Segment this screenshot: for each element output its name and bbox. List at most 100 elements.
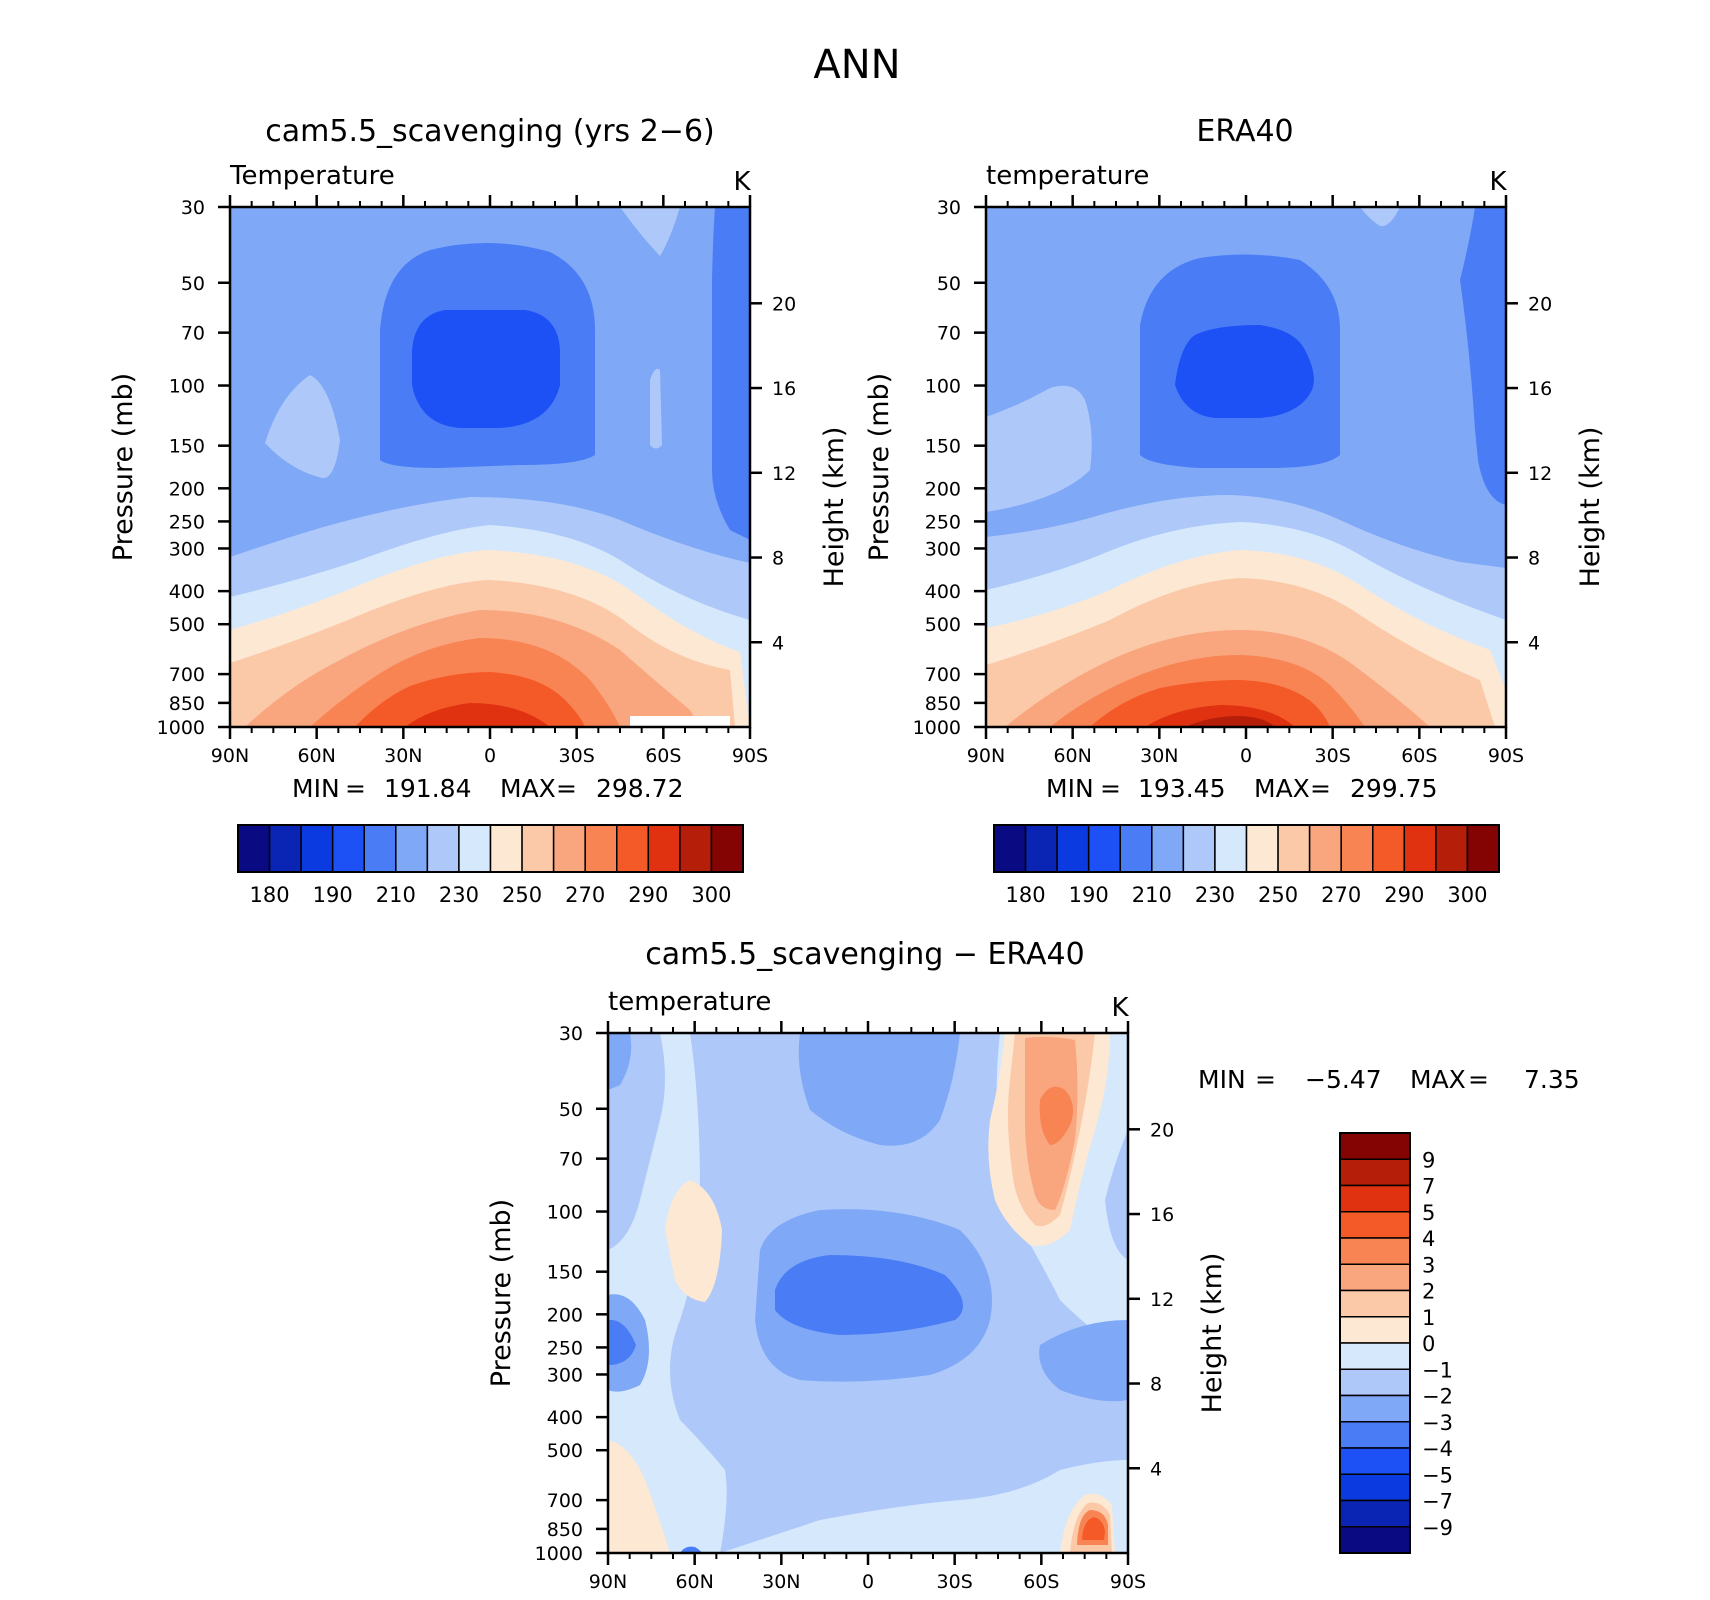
panel-difference-title: cam5.5_scavenging − ERA40 — [645, 937, 1084, 972]
stat-max-label: MAX — [1410, 1065, 1466, 1094]
stat-min-value: 193.45 — [1138, 774, 1225, 803]
contour-fill-band — [1039, 1320, 1128, 1402]
x-tick-label: 60N — [1053, 745, 1091, 767]
y-tick-label: 200 — [925, 478, 961, 500]
stat-max-eq: = — [1468, 1065, 1489, 1094]
panel-reference-axes: 90N 60N 30N 0 30S 60S 90S 30 50 70 100 150 200 250 300… — [864, 195, 1606, 767]
colorbar-swatch — [1339, 1237, 1411, 1265]
y-right-tick-label: 16 — [1150, 1204, 1174, 1226]
stat-max-value: 298.72 — [596, 774, 683, 803]
colorbar-frame — [1339, 1132, 1411, 1554]
y-right-tick-label: 4 — [1150, 1458, 1162, 1480]
contour-fill-band — [620, 207, 680, 256]
y-tick-label: 1000 — [913, 717, 961, 739]
panel-difference-contours — [608, 1033, 1128, 1553]
colorbar-swatch — [1024, 824, 1058, 873]
colorbar-swatch — [1339, 1342, 1411, 1370]
colorbar-label: 190 — [313, 883, 353, 907]
y-tick-label: 100 — [925, 376, 961, 398]
y-right-tick-label: 8 — [1150, 1374, 1162, 1396]
colorbar-swatch — [1339, 1447, 1411, 1475]
contour-fill-band — [608, 1033, 632, 1090]
stat-max-label: MAX — [1254, 774, 1310, 803]
x-tick-label: 60N — [297, 745, 335, 767]
colorbar-swatch — [552, 824, 586, 873]
colorbar-frame — [993, 824, 1500, 873]
colorbar-label: 300 — [1447, 883, 1487, 907]
y-right-axis-title: Height (km) — [819, 427, 850, 588]
y-tick-label: 400 — [547, 1407, 583, 1429]
x-tick-label: 60N — [675, 1571, 713, 1593]
y-tick-label: 30 — [937, 197, 961, 219]
x-tick-label: 0 — [862, 1571, 874, 1593]
y-tick-label: 300 — [925, 538, 961, 560]
y-tick-label: 70 — [937, 323, 961, 345]
colorbar-swatch — [584, 824, 618, 873]
colorbar-swatch — [237, 824, 271, 873]
panel-reference-colorbar: 180 190 210 230 250 270 290 300 — [993, 824, 1500, 907]
stat-min-label: MIN — [1046, 774, 1094, 803]
colorbar-swatch — [993, 824, 1027, 873]
y-right-tick-label: 12 — [1150, 1289, 1174, 1311]
x-tick-label: 30N — [384, 745, 422, 767]
colorbar-swatch — [1277, 824, 1311, 873]
colorbar-swatch — [1087, 824, 1121, 873]
contour-fill-band — [1082, 1517, 1105, 1540]
contour-fill-band — [1360, 207, 1400, 227]
y-right-tick-label: 20 — [1150, 1119, 1174, 1141]
colorbar-label: −2 — [1422, 1385, 1453, 1409]
y-tick-label: 200 — [169, 478, 205, 500]
contour-fill-band — [665, 1180, 722, 1302]
contour-fill-band — [265, 375, 340, 479]
colorbar-swatch — [1339, 1132, 1411, 1160]
colorbar-label: 0 — [1422, 1332, 1435, 1356]
colorbar-label: 190 — [1069, 883, 1109, 907]
y-right-tick-label: 16 — [1528, 378, 1552, 400]
colorbar-label: 3 — [1422, 1253, 1435, 1277]
colorbar-swatch — [1339, 1421, 1411, 1449]
contour-fill-band — [720, 1460, 1128, 1553]
stat-min-value: −5.47 — [1305, 1065, 1382, 1094]
colorbar-swatch — [679, 824, 713, 873]
y-tick-label: 100 — [547, 1202, 583, 1224]
y-right-tick-label: 4 — [772, 632, 784, 654]
y-tick-label: 250 — [547, 1337, 583, 1359]
colorbar-swatch — [1339, 1473, 1411, 1502]
y-tick-label: 300 — [547, 1364, 583, 1386]
y-right-tick-label: 20 — [1528, 293, 1552, 315]
colorbar-swatch — [710, 824, 744, 873]
y-tick-label: 400 — [925, 581, 961, 603]
colorbar-label: 7 — [1422, 1175, 1435, 1199]
x-tick-label: 60S — [1023, 1571, 1059, 1593]
contour-fill-band — [412, 310, 560, 428]
y-tick-label: 300 — [169, 538, 205, 560]
x-tick-label: 30S — [937, 1571, 973, 1593]
contour-fill-band — [775, 1255, 963, 1335]
panel-reference-subtitle: temperature — [986, 161, 1149, 191]
stat-max-label: MAX — [500, 774, 556, 803]
panel-model-contours — [230, 207, 750, 727]
y-tick-label: 250 — [925, 511, 961, 533]
colorbar-swatch — [1339, 1394, 1411, 1423]
y-axis-title: Pressure (mb) — [864, 373, 895, 561]
colorbar-label: 5 — [1422, 1201, 1435, 1225]
panel-model-units: K — [733, 167, 751, 197]
stat-max-value: 299.75 — [1350, 774, 1437, 803]
colorbar-label: 180 — [250, 883, 290, 907]
panel-model-stats: MIN = 191.84 MAX = 298.72 — [292, 774, 683, 803]
colorbar-label: 270 — [1321, 883, 1361, 907]
colorbar-swatch — [1339, 1526, 1411, 1554]
contour-fill-band — [355, 672, 585, 727]
colorbar-label: 250 — [1258, 883, 1298, 907]
panel-model-colorbar: 180 190 210 230 250 270 290 300 — [237, 824, 744, 907]
panel-reference-contours — [986, 207, 1506, 727]
colorbar-label: 210 — [376, 883, 416, 907]
y-tick-label: 250 — [169, 511, 205, 533]
panel-model-title: cam5.5_scavenging (yrs 2−6) — [265, 114, 715, 149]
x-tick-label: 60S — [1401, 745, 1437, 767]
y-axis-title: Pressure (mb) — [108, 373, 139, 561]
colorbar-label: −1 — [1422, 1358, 1453, 1382]
colorbar-swatch — [616, 824, 650, 873]
